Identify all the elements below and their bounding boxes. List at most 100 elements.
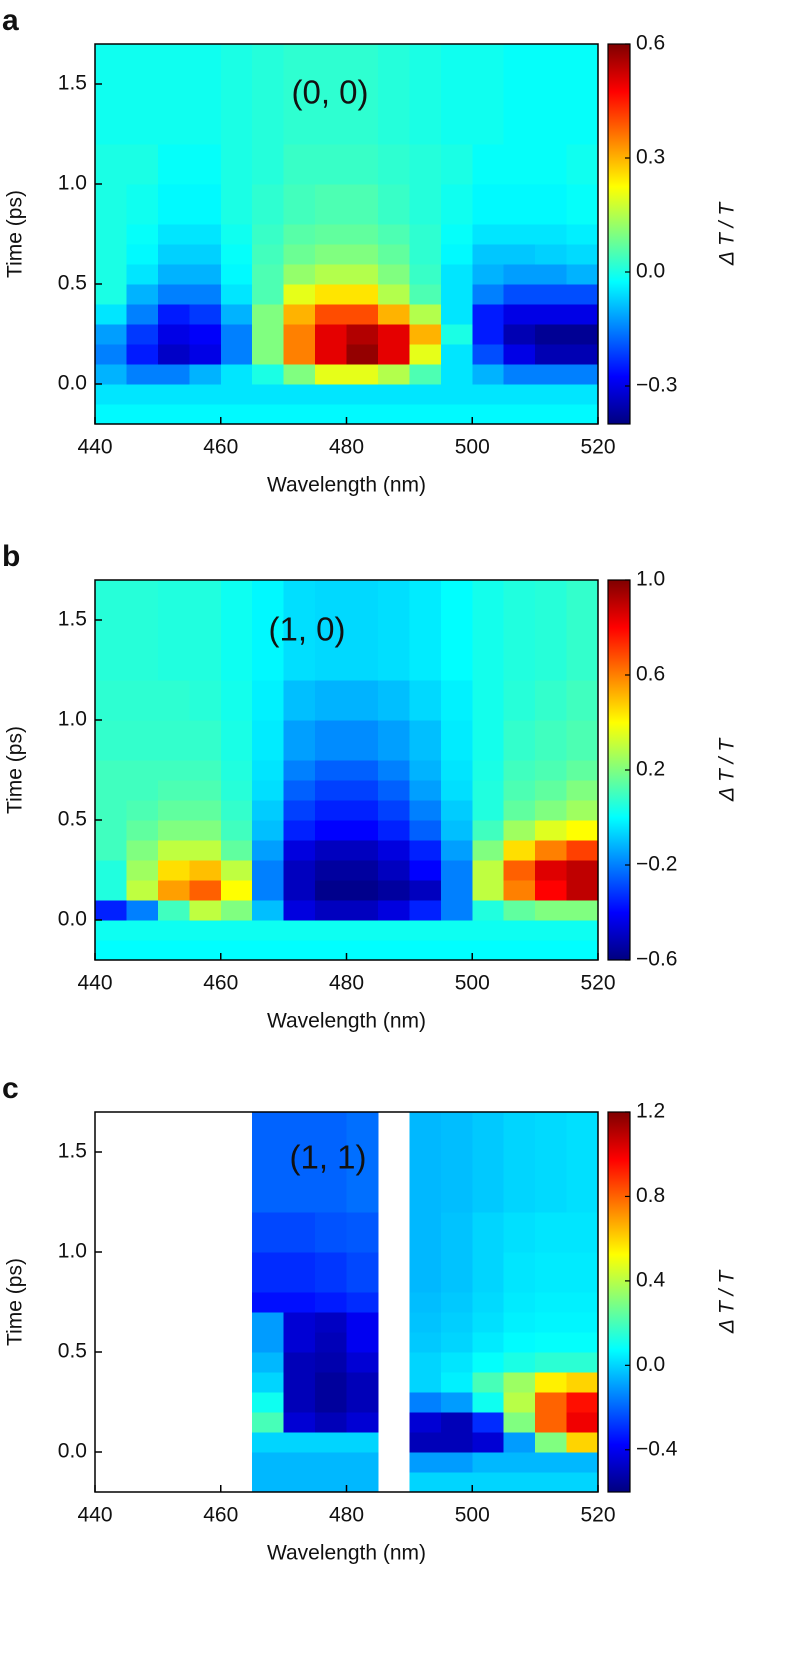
heat-cell [346,800,379,821]
heat-cell [95,244,127,265]
heat-cell [503,1332,536,1353]
heat-cell [346,1292,379,1313]
heat-cell [252,780,285,801]
heat-cell [377,860,410,881]
heat-cell [566,860,599,881]
heat-cell [472,680,505,721]
heat-cell [440,780,473,801]
heat-cell [252,44,285,145]
heat-cell [283,1472,316,1493]
heat-cell [95,404,127,425]
heat-cell [95,720,127,761]
heat-cell [346,244,379,265]
heat-cell [157,840,190,861]
heat-cell [440,760,473,781]
heat-cell [503,1112,536,1213]
heat-cell [377,840,410,861]
heat-cell [409,1452,442,1473]
heat-cell [440,1292,473,1313]
heat-cell [315,1112,347,1213]
heat-cell [346,1412,379,1433]
heat-cell [252,760,285,781]
heat-cell [440,1332,473,1353]
heat-cell [346,44,379,145]
heat-cell [377,780,410,801]
heat-cell [503,800,536,821]
heat-cell [472,404,505,425]
heat-cell [566,284,599,305]
heat-cell [189,344,222,365]
heat-cell [283,44,316,145]
heat-cell [220,820,253,841]
heat-cell [440,1372,473,1393]
heat-cell [252,324,285,345]
heat-cell [566,1112,599,1213]
heat-cell [157,940,190,961]
heat-cell [440,1472,473,1493]
x-tick-label: 520 [580,972,615,995]
heat-cell [283,760,316,781]
heat-cell [252,1432,285,1453]
heat-cell [283,1312,316,1333]
heat-cell [283,224,316,245]
heat-cell [315,840,347,861]
heat-cell [377,364,410,385]
heat-cell [472,920,505,941]
heat-cell [189,820,222,841]
heat-cell [252,1472,285,1493]
x-tick-label: 460 [203,1504,238,1527]
heat-cell [503,1312,536,1333]
heat-cell [535,860,568,881]
heat-cell [472,384,505,405]
heat-cell [503,1472,536,1493]
heat-cell [157,304,190,325]
heat-cell [283,304,316,325]
heat-cell [283,1112,316,1213]
heat-cell [220,184,253,225]
heat-cell [566,800,599,821]
heat-cell [315,820,347,841]
heat-cell [157,364,190,385]
heat-cell [315,1352,347,1373]
heat-cell [535,184,568,225]
heat-cell [95,364,127,385]
heat-cell [126,44,159,145]
heat-cell [503,284,536,305]
heat-cell [566,880,599,901]
x-tick-label: 500 [455,436,490,459]
heat-cell [472,860,505,881]
heat-cell [440,1392,473,1413]
heat-cell [283,1352,316,1373]
y-tick-label: 1.0 [58,1240,87,1263]
heat-cell [472,1312,505,1333]
heat-cell [346,184,379,225]
heat-cell [409,1112,442,1213]
heat-cell [440,1452,473,1473]
heat-cell [440,244,473,265]
heat-cell [315,344,347,365]
heat-cell [535,144,568,185]
heat-cell [440,940,473,961]
heat-cell [346,900,379,921]
heat-cell [315,1432,347,1453]
heat-cell [503,344,536,365]
heat-cell [409,344,442,365]
heat-cell [315,284,347,305]
heat-cell [566,900,599,921]
heat-cell [409,284,442,305]
heat-cell [535,580,568,681]
heat-cell [315,900,347,921]
heat-cell [440,1212,473,1253]
y-tick-label: 0.5 [58,808,87,831]
heat-cell [315,720,347,761]
x-axis-label: Wavelength (nm) [267,1010,426,1033]
heat-cell [189,364,222,385]
heat-cell [566,1412,599,1433]
heat-cell [472,1452,505,1473]
heat-cell [440,820,473,841]
heat-cell [472,284,505,305]
heat-cell [472,244,505,265]
heat-cell [440,860,473,881]
heat-cell [189,840,222,861]
